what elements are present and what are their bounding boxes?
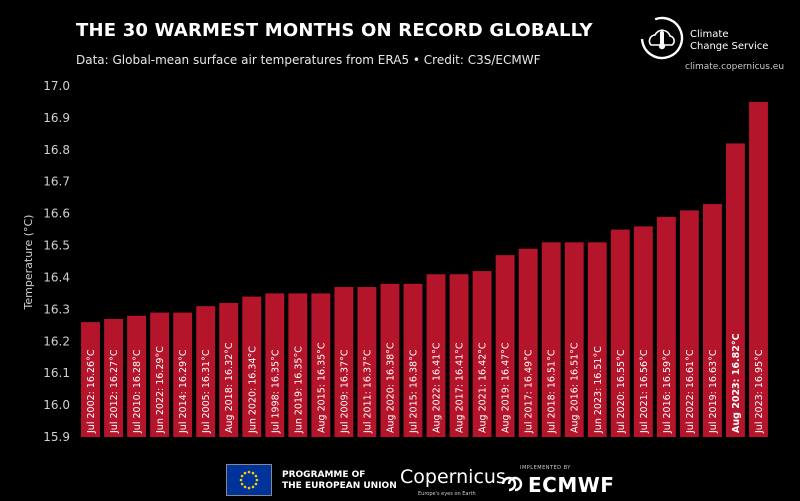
eu-star	[247, 486, 251, 490]
c3s-url: climate.copernicus.eu	[685, 62, 785, 72]
ecmwf-logo: ECMWF	[528, 473, 615, 497]
copernicus-tagline: Europe's eyes on Earth	[418, 491, 476, 497]
y-tick-label: 16.3	[43, 302, 70, 316]
eu-star	[240, 474, 244, 478]
y-tick-label: 16.8	[43, 143, 70, 157]
bar	[334, 287, 354, 437]
bar-label: Jul 2011: 16.37°C	[362, 349, 373, 434]
eu-star	[243, 485, 247, 489]
y-tick-label: 17.0	[43, 79, 70, 93]
y-tick-label: 16.0	[43, 398, 70, 412]
bar	[587, 242, 607, 437]
c3s-name: Climate Change Service	[690, 29, 769, 52]
eu-flag-icon	[226, 464, 272, 496]
bar-label: Jul 2019: 16.63°C	[708, 349, 719, 434]
bar	[219, 302, 239, 437]
bar-label: Jul 2020: 16.55°C	[616, 349, 627, 434]
bar-label: Jul 2021: 16.56°C	[639, 349, 650, 434]
eu-star	[251, 485, 255, 489]
bar	[426, 274, 446, 437]
bar	[702, 204, 722, 437]
bar	[357, 287, 377, 437]
bar-label: Aug 2021: 16.42°C	[478, 342, 489, 433]
eu-star	[254, 474, 258, 478]
bar	[311, 293, 331, 437]
bar	[173, 312, 193, 437]
bar	[726, 143, 745, 437]
bar	[288, 293, 308, 437]
y-tick-label: 16.9	[43, 111, 70, 125]
eu-star	[255, 478, 259, 482]
bar	[403, 283, 423, 437]
bar-label: Aug 2015: 16.35°C	[316, 342, 327, 433]
bar	[679, 210, 699, 437]
bar	[564, 242, 584, 437]
bar	[196, 306, 216, 437]
bar-label: Jun 2023: 16.51°C	[593, 346, 604, 434]
bar-label: Aug 2022: 16.41°C	[432, 342, 443, 433]
bar	[150, 312, 170, 437]
bar-label: Jul 2017: 16.49°C	[524, 349, 535, 434]
bar-label: Jul 2009: 16.37°C	[339, 349, 350, 434]
bar	[265, 293, 285, 437]
eu-star	[240, 482, 244, 486]
eu-star	[247, 470, 251, 474]
bar	[749, 101, 768, 438]
bar-label: Jul 1998: 16.35°C	[270, 349, 281, 434]
bar-label: Aug 2020: 16.38°C	[385, 342, 396, 433]
bar-label: Jul 2014: 16.29°C	[178, 349, 189, 434]
bar-label: Jul 2005: 16.31°C	[201, 349, 212, 434]
bar-label: Jul 2012: 16.27°C	[109, 349, 120, 434]
eu-star	[251, 471, 255, 475]
eu-star	[239, 478, 243, 482]
bar-label: Jul 2015: 16.38°C	[408, 349, 419, 434]
copernicus-logo: Copernicus	[400, 466, 506, 488]
bar-label: Jul 2022: 16.61°C	[685, 349, 696, 434]
y-tick-label: 16.7	[43, 175, 70, 189]
bar	[472, 271, 492, 437]
y-axis-label: Temperature (°C)	[22, 215, 35, 311]
bar	[104, 318, 123, 437]
bar	[656, 216, 676, 437]
eu-star	[254, 482, 258, 486]
bar	[495, 255, 515, 437]
y-tick-label: 15.9	[43, 430, 70, 444]
c3s-logo-icon	[640, 16, 684, 60]
footer: PROGRAMME OF THE EUROPEAN UNION Copernic…	[0, 458, 800, 501]
bar	[242, 296, 262, 437]
bar	[610, 229, 630, 437]
y-tick-label: 16.6	[43, 207, 70, 221]
bar-label: Jun 2019: 16.35°C	[293, 346, 304, 434]
bar-label: Aug 2019: 16.47°C	[501, 342, 512, 433]
bar-label: Aug 2017: 16.41°C	[455, 342, 466, 433]
bar	[518, 248, 538, 437]
bar	[633, 226, 653, 437]
bar-label: Aug 2023: 16.82°C	[731, 333, 742, 433]
bar-label: Jul 2016: 16.59°C	[662, 349, 673, 434]
bar-label: Jun 2022: 16.29°C	[155, 346, 166, 434]
chart-subtitle: Data: Global-mean surface air temperatur…	[76, 53, 541, 67]
chart-title: THE 30 WARMEST MONTHS ON RECORD GLOBALLY	[76, 20, 593, 41]
bar-label: Jul 2018: 16.51°C	[547, 349, 558, 434]
bar-chart: 15.9 16.0 16.1 16.2 16.3 16.4 16.5 16.6 16.7 16.8…	[22, 79, 768, 444]
implemented-by-label: IMPLEMENTED BY	[520, 465, 571, 471]
bar	[81, 322, 100, 437]
bar	[541, 242, 561, 437]
bar	[380, 283, 400, 437]
bar	[127, 315, 147, 437]
bar-label: Jul 2023: 16.95°C	[754, 349, 765, 434]
y-tick-label: 16.2	[43, 334, 70, 348]
bar-label: Aug 2016: 16.51°C	[570, 342, 581, 433]
eu-programme-text: PROGRAMME OF THE EUROPEAN UNION	[282, 470, 397, 491]
y-tick-label: 16.5	[43, 239, 70, 253]
bar-label: Jun 2020: 16.34°C	[247, 346, 258, 434]
bar	[449, 274, 469, 437]
bar-label: Jul 2002: 16.26°C	[86, 349, 97, 434]
y-tick-label: 16.1	[43, 366, 70, 380]
ecmwf-mark-icon	[501, 476, 523, 492]
y-tick-label: 16.4	[43, 270, 70, 284]
bar-label: Aug 2018: 16.32°C	[224, 342, 235, 433]
bar-label: Jul 2010: 16.28°C	[132, 349, 143, 434]
eu-star	[243, 471, 247, 475]
